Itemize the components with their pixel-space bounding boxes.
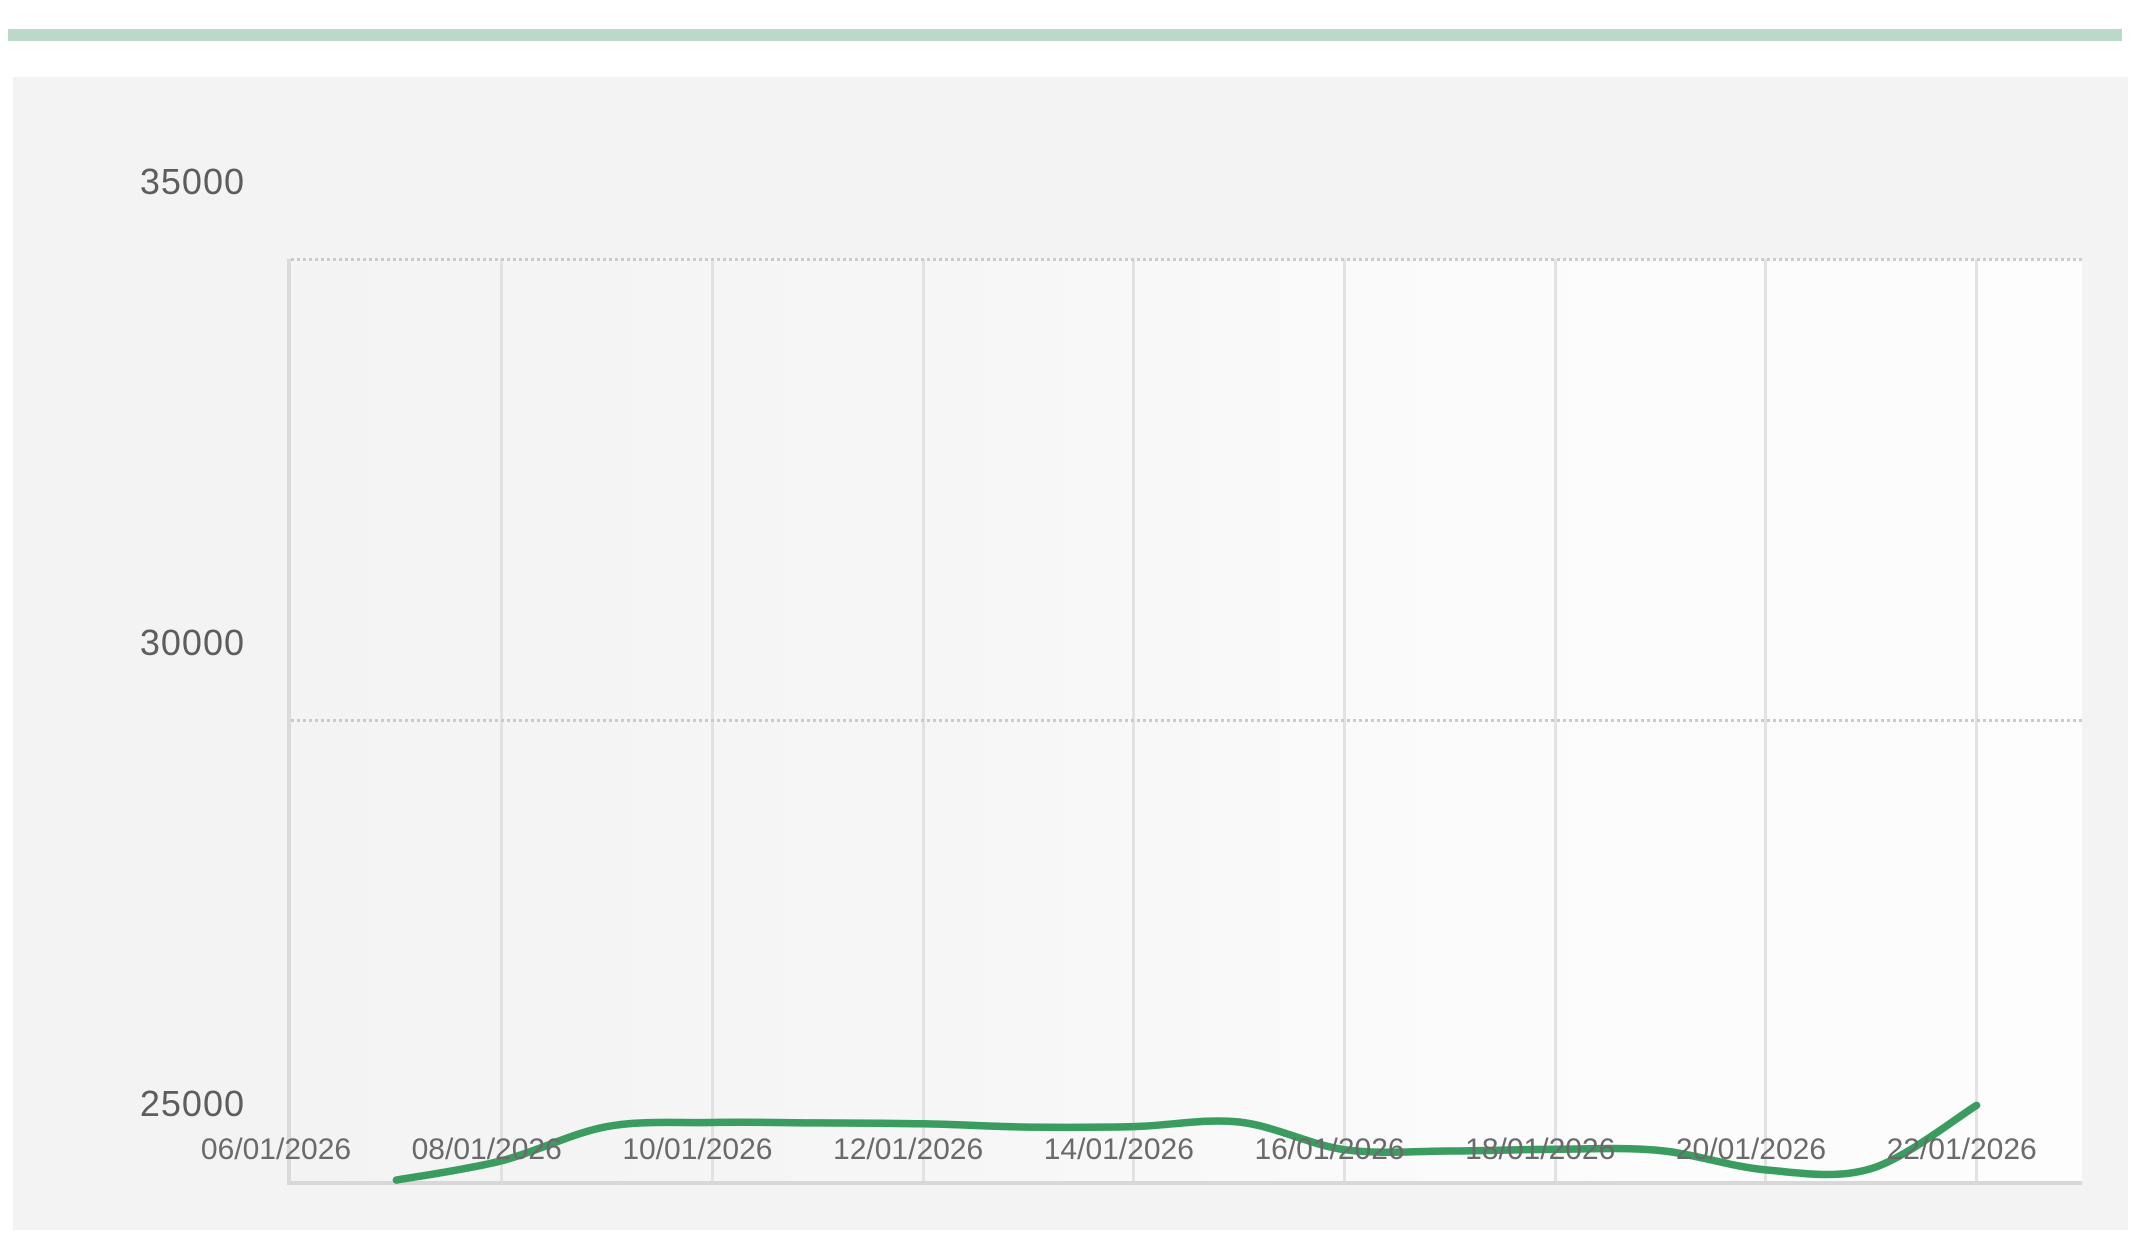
chart-panel [13,77,2128,1230]
x-axis-label: 14/01/2026 [1043,1133,1194,1166]
x-axis-label: 22/01/2026 [1886,1133,2037,1166]
horizontal-dotted-gridline [291,718,2082,722]
horizontal-dotted-gridline [291,257,2082,261]
top-accent-bar [8,29,2122,41]
plot-area [287,257,2082,1185]
series-line [392,1101,1981,1184]
x-axis-label: 18/01/2026 [1465,1133,1616,1166]
x-axis-label: 12/01/2026 [833,1133,984,1166]
x-axis-label: 20/01/2026 [1675,1133,1827,1166]
y-axis-label: 25000 [139,1083,245,1124]
x-axis-label: 06/01/2026 [200,1133,352,1166]
x-axis-label: 16/01/2026 [1254,1133,1405,1166]
x-axis-label: 08/01/2026 [411,1133,562,1166]
y-axis-label: 35000 [139,161,245,202]
y-axis-label: 30000 [139,622,245,663]
x-axis-label: 10/01/2026 [622,1133,773,1166]
line-series-svg [392,1101,1981,1184]
